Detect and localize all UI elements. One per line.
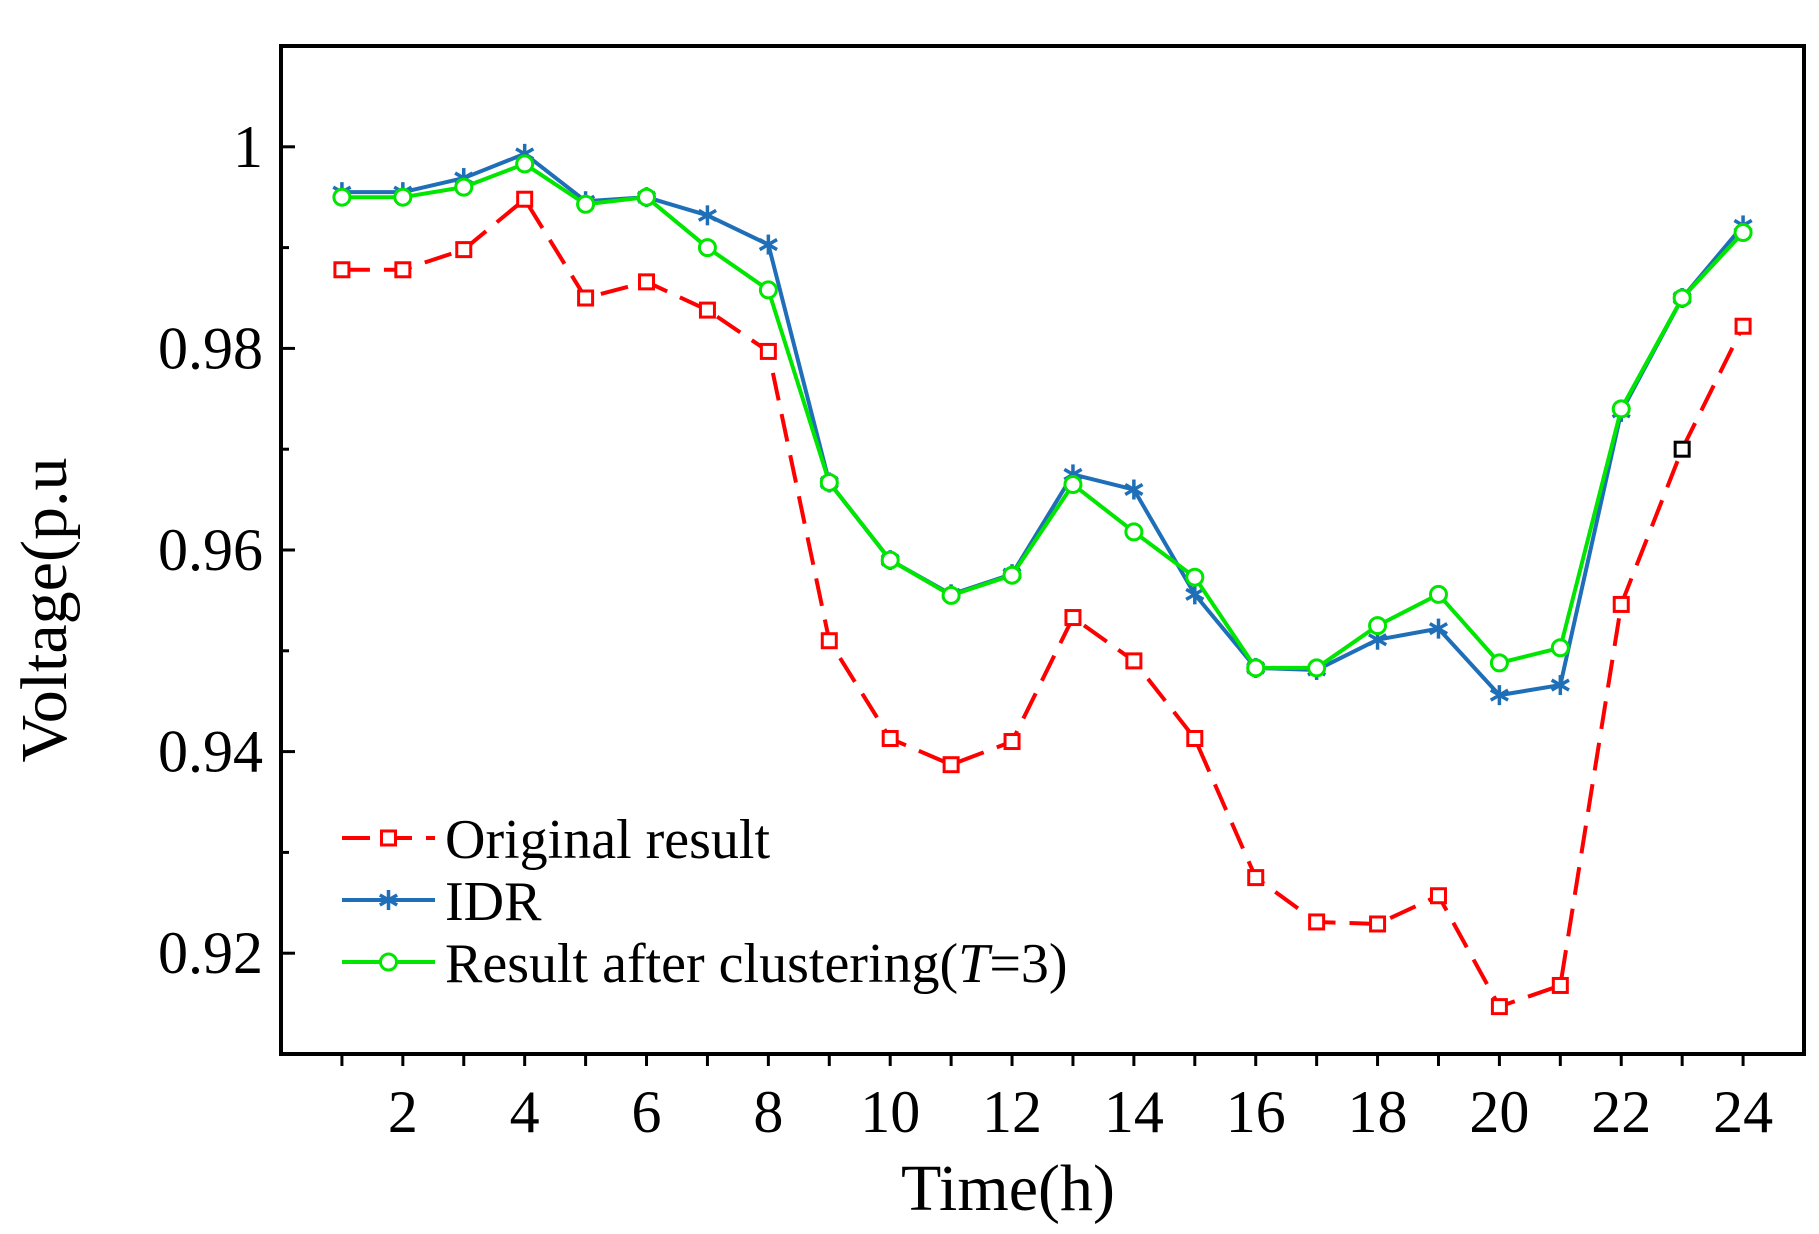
data-point bbox=[454, 177, 474, 197]
data-point bbox=[394, 261, 412, 279]
legend-item: IDR bbox=[342, 871, 542, 933]
data-point bbox=[1063, 474, 1083, 494]
annotation-layer bbox=[1673, 440, 1691, 458]
x-tick-label: 18 bbox=[1348, 1079, 1408, 1145]
data-point bbox=[515, 154, 535, 174]
data-point bbox=[638, 273, 656, 291]
data-point bbox=[1002, 565, 1022, 585]
data-point bbox=[1428, 584, 1448, 604]
data-point bbox=[1734, 317, 1752, 335]
data-point bbox=[1124, 479, 1144, 500]
data-point bbox=[819, 472, 839, 492]
plot-area-frame bbox=[279, 44, 1806, 1056]
data-point bbox=[1307, 658, 1327, 678]
data-point bbox=[758, 234, 778, 255]
data-point bbox=[697, 238, 717, 258]
y-tick-label: 0.96 bbox=[158, 517, 263, 583]
data-point bbox=[758, 280, 778, 300]
legend-marker bbox=[380, 829, 397, 847]
data-point bbox=[881, 729, 899, 747]
data-point bbox=[1551, 976, 1569, 994]
x-axis-title: Time(h) bbox=[901, 1152, 1115, 1225]
x-tick-label: 12 bbox=[982, 1079, 1042, 1145]
x-tick-label: 6 bbox=[632, 1079, 662, 1145]
series-line bbox=[341, 197, 1745, 1009]
data-point bbox=[577, 289, 595, 307]
data-point bbox=[1490, 998, 1508, 1016]
legend-marker bbox=[379, 952, 398, 972]
data-point bbox=[1428, 618, 1449, 639]
data-point bbox=[1672, 288, 1692, 308]
data-point bbox=[1550, 675, 1570, 696]
data-point bbox=[1369, 915, 1387, 933]
data-point bbox=[942, 756, 960, 774]
legend-label: IDR bbox=[445, 871, 542, 933]
data-point bbox=[1489, 685, 1509, 706]
data-point bbox=[697, 205, 717, 226]
legend-label: Original result bbox=[445, 809, 770, 871]
x-tick-label: 16 bbox=[1226, 1079, 1286, 1145]
data-point bbox=[1612, 595, 1630, 613]
data-point bbox=[1124, 522, 1144, 542]
x-tick-label: 4 bbox=[510, 1079, 540, 1145]
data-point bbox=[1489, 653, 1509, 673]
x-tick-label: 20 bbox=[1469, 1079, 1529, 1145]
data-point bbox=[1733, 222, 1753, 242]
data-point bbox=[516, 190, 534, 208]
data-point bbox=[333, 261, 351, 279]
series-3 bbox=[332, 154, 1753, 678]
data-point bbox=[1185, 584, 1205, 605]
data-point bbox=[1308, 913, 1326, 931]
legend-item: Result after clustering(T=3) bbox=[342, 933, 1068, 995]
legend-item: Original result bbox=[342, 809, 770, 871]
x-tick-label: 14 bbox=[1104, 1079, 1164, 1145]
data-point bbox=[576, 194, 596, 214]
annotation-marker bbox=[1673, 440, 1691, 458]
data-point bbox=[393, 187, 413, 207]
legend-marker bbox=[378, 890, 399, 910]
y-axis-title: Voltage(p.u bbox=[8, 458, 81, 763]
data-point bbox=[941, 585, 961, 605]
series-line bbox=[341, 151, 1745, 698]
data-point bbox=[1186, 729, 1204, 747]
y-tick-label: 0.92 bbox=[158, 920, 263, 986]
x-tick-label: 24 bbox=[1713, 1079, 1773, 1145]
x-tick-label: 2 bbox=[388, 1079, 418, 1145]
data-point bbox=[1246, 658, 1266, 678]
y-tick-label: 0.98 bbox=[158, 315, 263, 381]
data-point bbox=[1429, 887, 1447, 905]
data-point bbox=[1125, 652, 1143, 670]
x-tick-label: 22 bbox=[1591, 1079, 1651, 1145]
data-point bbox=[1611, 399, 1631, 419]
x-tick-label: 10 bbox=[860, 1079, 920, 1145]
x-tick-label: 8 bbox=[753, 1079, 783, 1145]
data-point bbox=[1064, 609, 1082, 627]
data-point bbox=[880, 550, 900, 570]
data-point bbox=[698, 301, 716, 319]
data-point bbox=[1247, 869, 1265, 887]
series-1 bbox=[333, 190, 1752, 1016]
tick-labels-layer: 2 4 6 8 10 12 14 16 18 20 22 240.920.940.960.981 bbox=[158, 114, 1773, 1145]
data-point bbox=[637, 187, 657, 207]
series-layer bbox=[332, 143, 1753, 1016]
data-point bbox=[759, 342, 777, 360]
data-point bbox=[455, 241, 473, 259]
y-tick-label: 0.94 bbox=[158, 719, 263, 785]
data-point bbox=[1368, 616, 1388, 636]
data-point bbox=[1550, 638, 1570, 658]
y-tick-label: 1 bbox=[233, 114, 263, 180]
legend-label: Result after clustering(T=3) bbox=[445, 933, 1068, 995]
data-point bbox=[332, 187, 352, 207]
series-2 bbox=[332, 143, 1753, 706]
data-point bbox=[820, 632, 838, 650]
series-line bbox=[341, 161, 1745, 670]
data-point bbox=[1003, 733, 1021, 751]
data-point bbox=[1185, 567, 1205, 587]
